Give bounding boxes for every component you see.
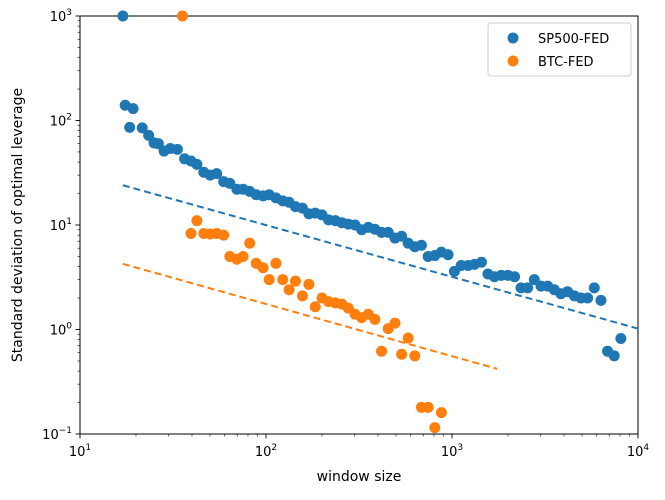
x-tick-label: 103: [441, 443, 463, 460]
data-point-sp500: [588, 282, 600, 294]
y-axis-ticks: 10−1 100 101 102 103: [42, 8, 80, 443]
data-point-btc: [185, 227, 197, 239]
data-point-sp500: [136, 122, 148, 134]
data-point-btc: [429, 422, 441, 434]
data-point-sp500: [608, 350, 620, 362]
data-point-sp500: [582, 292, 594, 304]
data-point-sp500: [171, 143, 183, 155]
data-point-sp500: [442, 249, 454, 261]
fit-lines: [122, 184, 639, 370]
data-point-btc: [244, 237, 256, 249]
data-point-sp500: [475, 256, 487, 268]
data-point-btc: [218, 229, 230, 241]
data-point-sp500: [124, 121, 136, 133]
legend-label-btc: BTC-FED: [538, 55, 594, 70]
y-tick-label: 103: [50, 8, 72, 25]
data-point-sp500: [117, 10, 129, 22]
data-point-sp500: [522, 282, 534, 294]
data-point-btc: [409, 350, 421, 362]
data-point-sp500: [415, 239, 427, 251]
data-point-btc: [263, 274, 275, 286]
data-point-sp500: [127, 103, 139, 115]
data-point-sp500: [396, 230, 408, 242]
y-axis-label: Standard deviation of optimal leverage: [10, 88, 26, 362]
x-axis-label: window size: [317, 469, 402, 485]
data-points: [117, 10, 627, 434]
y-tick-label: 10−1: [42, 426, 72, 443]
data-point-btc: [237, 250, 249, 262]
data-point-btc: [435, 407, 447, 419]
x-tick-label: 102: [255, 443, 277, 460]
data-point-btc: [257, 262, 269, 274]
x-axis-ticks: 101 102 103 104: [69, 434, 650, 460]
data-point-btc: [396, 348, 408, 360]
data-point-btc: [270, 257, 282, 269]
data-point-btc: [176, 10, 188, 22]
data-point-sp500: [509, 271, 521, 283]
data-point-sp500: [211, 168, 223, 180]
fit-line-sp500: [122, 184, 639, 330]
x-tick-label: 101: [69, 443, 91, 460]
legend-marker-btc: [507, 55, 519, 67]
fit-line-btc: [122, 262, 498, 370]
data-point-btc: [376, 345, 388, 357]
data-point-btc: [277, 274, 289, 286]
data-point-btc: [289, 275, 301, 287]
legend-label-sp500: SP500-FED: [538, 32, 609, 47]
data-point-btc: [309, 301, 321, 313]
legend: SP500-FED BTC-FED: [487, 22, 632, 77]
data-point-sp500: [595, 294, 607, 306]
data-point-btc: [296, 290, 308, 302]
data-point-sp500: [615, 333, 627, 345]
data-point-btc: [369, 313, 381, 325]
legend-box: [487, 22, 632, 77]
y-tick-label: 101: [50, 217, 72, 234]
x-tick-label: 104: [627, 443, 650, 460]
data-point-sp500: [191, 158, 203, 170]
data-point-btc: [389, 317, 401, 329]
data-point-btc: [422, 401, 434, 413]
data-point-btc: [402, 332, 414, 344]
y-tick-label: 102: [50, 113, 72, 130]
plot-area: 101 102 103 104 10−1 100 101 102 103: [42, 8, 649, 460]
data-point-btc: [191, 215, 203, 227]
y-tick-label: 100: [50, 322, 73, 339]
data-point-btc: [283, 284, 295, 296]
legend-marker-sp500: [507, 32, 519, 44]
data-point-btc: [303, 278, 315, 290]
